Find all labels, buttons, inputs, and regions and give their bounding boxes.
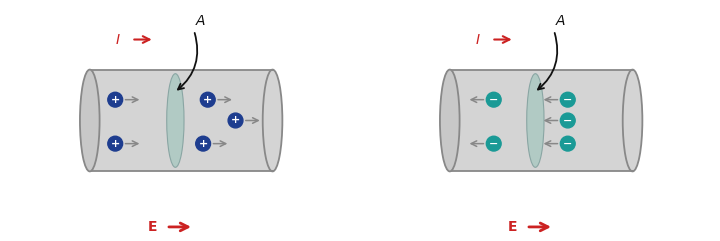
Text: −: − — [563, 95, 572, 105]
Text: +: + — [199, 139, 208, 149]
Text: E: E — [148, 220, 157, 234]
Polygon shape — [90, 70, 273, 171]
Text: I: I — [475, 33, 480, 47]
Circle shape — [228, 113, 243, 128]
Text: I: I — [115, 33, 120, 47]
Text: +: + — [203, 95, 212, 105]
Circle shape — [560, 136, 575, 151]
Text: +: + — [231, 115, 240, 126]
Text: −: − — [489, 95, 498, 105]
Ellipse shape — [263, 70, 282, 171]
Circle shape — [200, 92, 215, 107]
Text: E: E — [508, 220, 517, 234]
Text: −: − — [489, 139, 498, 149]
Circle shape — [486, 136, 501, 151]
Ellipse shape — [623, 70, 642, 171]
Ellipse shape — [80, 70, 99, 171]
Ellipse shape — [527, 74, 544, 167]
Circle shape — [108, 136, 122, 151]
Circle shape — [486, 92, 501, 107]
Circle shape — [108, 92, 122, 107]
Circle shape — [560, 92, 575, 107]
Text: +: + — [111, 95, 120, 105]
Text: +: + — [111, 139, 120, 149]
Ellipse shape — [440, 70, 459, 171]
Ellipse shape — [167, 74, 184, 167]
Circle shape — [560, 113, 575, 128]
Circle shape — [196, 136, 210, 151]
Text: −: − — [563, 115, 572, 126]
Polygon shape — [450, 70, 633, 171]
Text: −: − — [563, 139, 572, 149]
Text: A: A — [196, 14, 206, 28]
Text: A: A — [556, 14, 566, 28]
